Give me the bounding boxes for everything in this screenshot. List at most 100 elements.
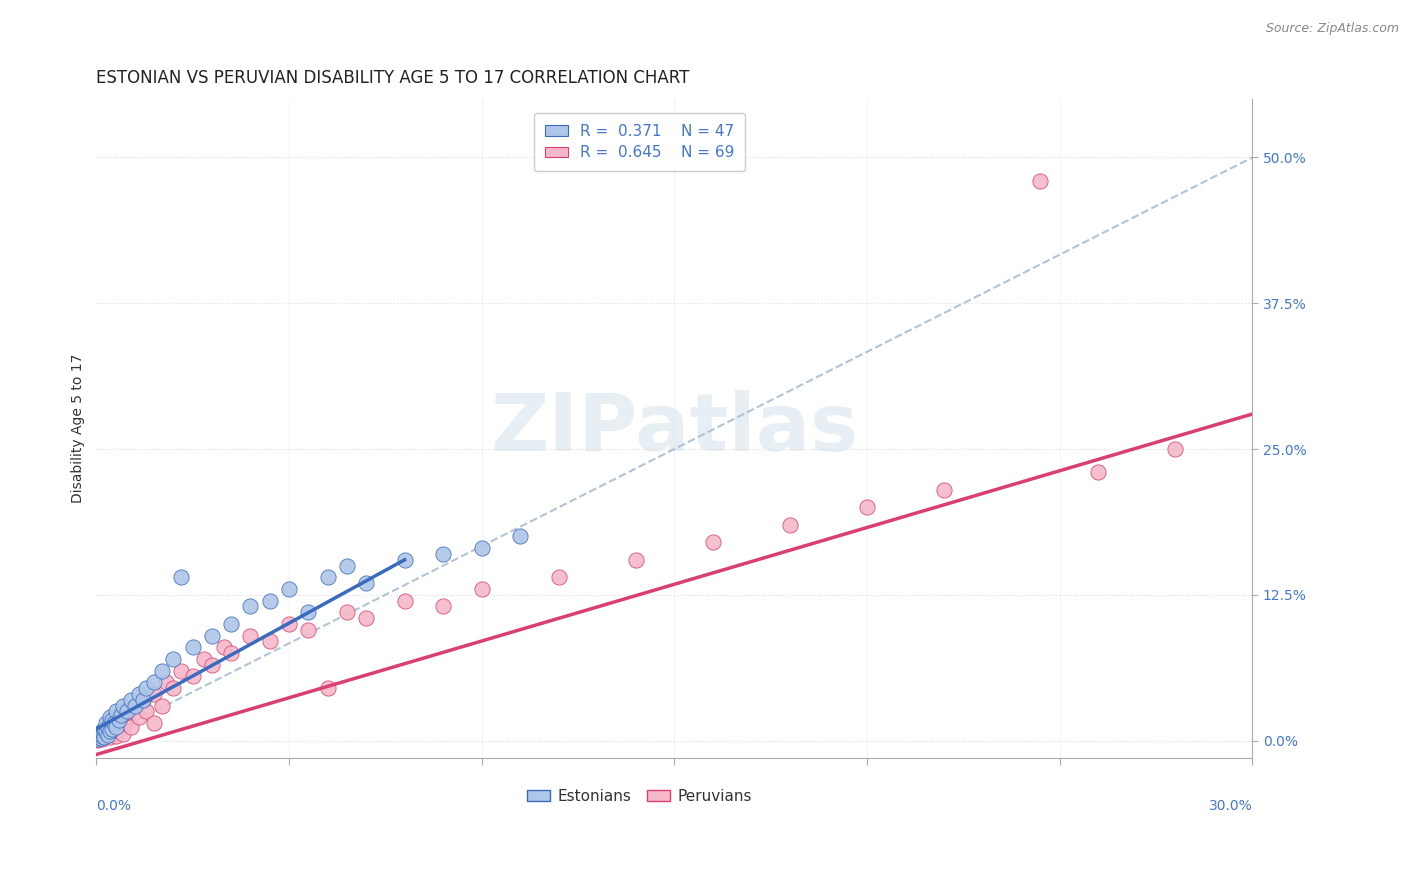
Point <box>120 692 142 706</box>
Point <box>91 726 114 740</box>
Point <box>509 529 531 543</box>
Point <box>336 558 359 573</box>
Point <box>94 716 117 731</box>
Point <box>94 725 117 739</box>
Point <box>181 640 204 655</box>
Point <box>278 582 301 596</box>
Point <box>131 692 153 706</box>
Point <box>143 675 166 690</box>
Point <box>100 713 122 727</box>
Point <box>432 599 454 614</box>
Point <box>104 716 127 731</box>
Point <box>432 547 454 561</box>
Point <box>1164 442 1187 456</box>
Point <box>110 707 132 722</box>
Point <box>1029 174 1052 188</box>
Point <box>89 730 111 744</box>
Point <box>779 517 801 532</box>
Point <box>112 704 135 718</box>
Point <box>100 713 122 727</box>
Point <box>108 722 131 736</box>
Point <box>354 611 377 625</box>
Point <box>219 646 242 660</box>
Point <box>104 719 127 733</box>
Y-axis label: Disability Age 5 to 17: Disability Age 5 to 17 <box>72 354 86 503</box>
Point <box>316 570 339 584</box>
Point <box>94 722 117 736</box>
Point <box>94 729 117 743</box>
Point <box>90 729 112 743</box>
Point <box>91 724 114 739</box>
Point <box>89 730 111 744</box>
Point <box>89 728 111 742</box>
Point <box>128 710 150 724</box>
Point <box>112 726 135 740</box>
Point <box>624 553 647 567</box>
Point <box>97 719 120 733</box>
Point <box>115 704 138 718</box>
Point <box>103 723 125 737</box>
Point <box>86 733 108 747</box>
Point <box>93 722 115 736</box>
Point <box>91 726 114 740</box>
Point <box>170 570 193 584</box>
Point <box>150 698 173 713</box>
Point <box>91 730 114 744</box>
Text: ZIPatlas: ZIPatlas <box>491 390 859 467</box>
Point <box>120 719 142 733</box>
Point <box>87 732 110 747</box>
Point <box>143 716 166 731</box>
Point <box>394 593 416 607</box>
Point <box>162 681 184 695</box>
Point <box>93 724 115 739</box>
Point <box>131 692 153 706</box>
Point <box>316 681 339 695</box>
Point <box>135 681 157 695</box>
Point <box>201 629 224 643</box>
Point <box>93 730 115 744</box>
Point <box>297 623 319 637</box>
Point <box>98 724 121 739</box>
Point <box>100 726 122 740</box>
Point <box>259 634 281 648</box>
Point <box>856 500 879 515</box>
Point <box>278 616 301 631</box>
Point <box>702 535 724 549</box>
Point <box>354 576 377 591</box>
Point <box>128 687 150 701</box>
Point <box>90 731 112 746</box>
Point <box>100 716 122 731</box>
Point <box>932 483 955 497</box>
Point <box>87 732 110 747</box>
Point <box>1087 466 1109 480</box>
Point <box>135 704 157 718</box>
Point <box>98 722 121 736</box>
Point <box>98 730 121 744</box>
Point <box>239 629 262 643</box>
Point <box>143 687 166 701</box>
Point <box>101 719 124 733</box>
Point <box>98 710 121 724</box>
Point <box>219 616 242 631</box>
Point <box>108 713 131 727</box>
Point <box>104 704 127 718</box>
Point <box>115 710 138 724</box>
Point <box>170 664 193 678</box>
Text: 30.0%: 30.0% <box>1209 799 1253 813</box>
Text: 0.0%: 0.0% <box>97 799 131 813</box>
Point <box>124 698 146 713</box>
Point <box>107 710 129 724</box>
Point <box>547 570 569 584</box>
Point <box>96 728 118 742</box>
Point <box>150 664 173 678</box>
Point <box>259 593 281 607</box>
Point <box>97 719 120 733</box>
Text: ESTONIAN VS PERUVIAN DISABILITY AGE 5 TO 17 CORRELATION CHART: ESTONIAN VS PERUVIAN DISABILITY AGE 5 TO… <box>97 69 690 87</box>
Point <box>112 698 135 713</box>
Point <box>193 652 215 666</box>
Text: Source: ZipAtlas.com: Source: ZipAtlas.com <box>1265 22 1399 36</box>
Point <box>124 698 146 713</box>
Point <box>394 553 416 567</box>
Point <box>104 729 127 743</box>
Point <box>118 704 141 718</box>
